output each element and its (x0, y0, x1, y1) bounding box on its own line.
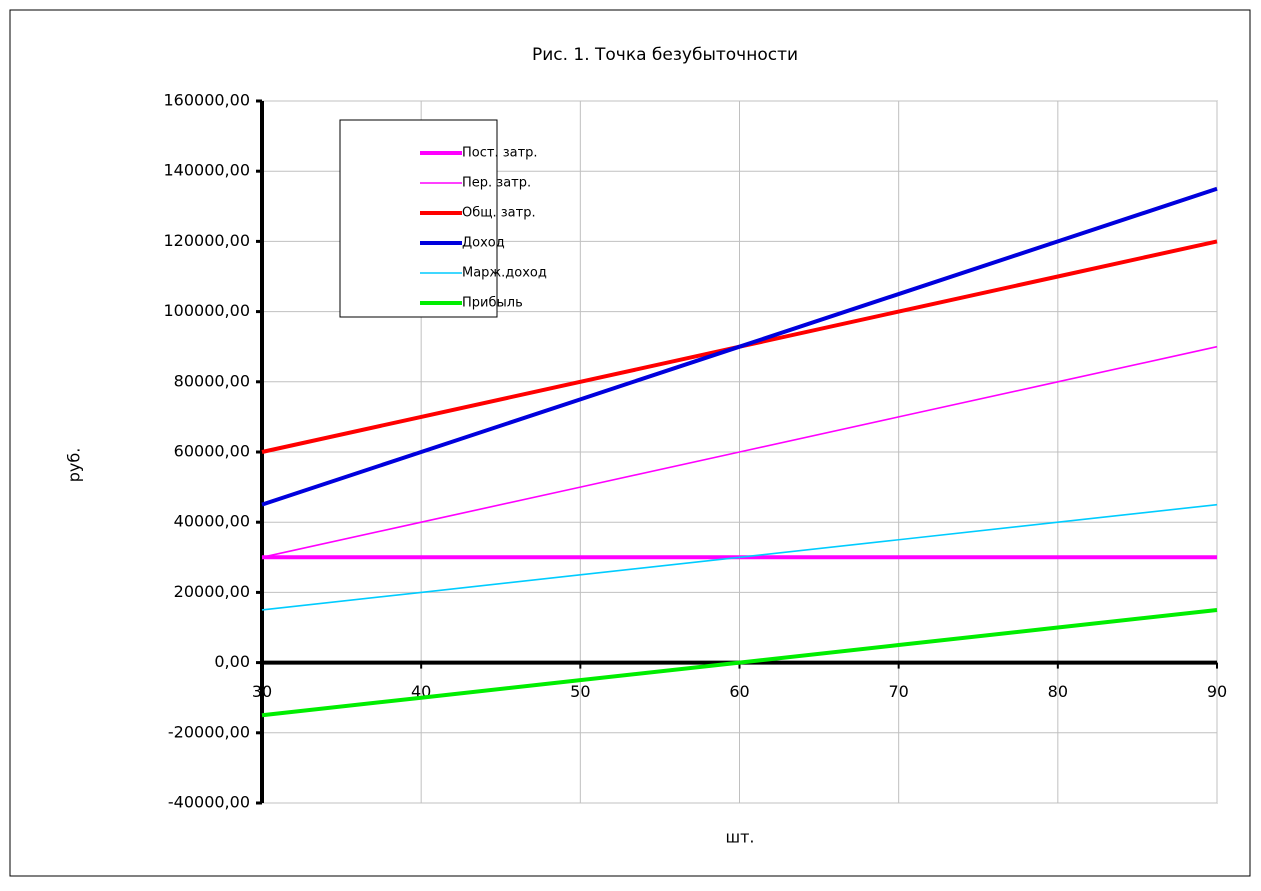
legend-box (339, 119, 498, 318)
legend-label: Прибыль (462, 296, 523, 311)
x-tick-label: 60 (729, 682, 749, 701)
y-tick-label: -40000,00 (168, 793, 250, 812)
x-tick-label: 80 (1048, 682, 1068, 701)
y-tick-label: 20000,00 (174, 582, 250, 601)
series-line (261, 345, 1218, 559)
chart-title: Рис. 1. Точка безубыточности (532, 45, 798, 65)
series-line (261, 607, 1218, 718)
legend-label: Общ. затр. (462, 206, 536, 221)
x-tick-label: 70 (888, 682, 908, 701)
x-tick-label: 90 (1207, 682, 1227, 701)
legend-label: Доход (462, 236, 505, 251)
y-tick-label: 120000,00 (163, 231, 250, 250)
y-tick-label: 80000,00 (174, 371, 250, 390)
y-axis-label: руб. (65, 448, 84, 483)
y-tick-label: 160000,00 (163, 91, 250, 110)
x-axis-label: шт. (725, 828, 754, 847)
y-tick-label: 40000,00 (174, 512, 250, 531)
y-tick-label: 140000,00 (163, 161, 250, 180)
y-tick-label: -20000,00 (168, 722, 250, 741)
series-line (261, 503, 1218, 611)
legend-label: Пост. затр. (462, 146, 538, 161)
y-tick-label: 0,00 (214, 652, 250, 671)
legend-label: Марж.доход (462, 266, 547, 281)
y-tick-label: 60000,00 (174, 442, 250, 461)
y-tick-label: 100000,00 (163, 301, 250, 320)
x-tick-label: 50 (570, 682, 590, 701)
legend-label: Пер. затр. (462, 176, 531, 191)
series-line (261, 186, 1218, 507)
